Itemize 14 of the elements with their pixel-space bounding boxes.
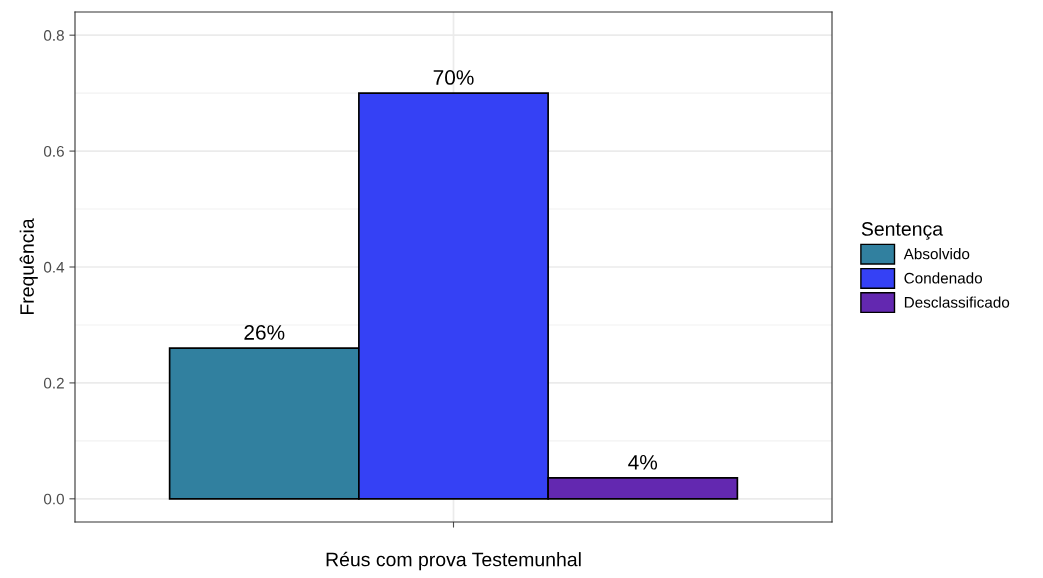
legend-title: Sentença xyxy=(861,222,944,240)
y-tick-label: 0.6 xyxy=(43,145,64,157)
data-label: 70% xyxy=(433,70,474,85)
data-label: 26% xyxy=(244,325,285,340)
legend-label: Absolvido xyxy=(903,248,970,260)
x-axis-title: Réus com prova Testemunhal xyxy=(326,551,581,571)
data-label: 4% xyxy=(628,455,658,470)
y-tick-label: 0.2 xyxy=(43,377,64,389)
y-tick-label: 0.8 xyxy=(43,30,64,41)
legend-label: Desclassificado xyxy=(904,296,1010,308)
y-tick-label: 0.4 xyxy=(43,261,65,273)
y-axis-title: Frequência xyxy=(19,218,38,315)
y-tick-label: 0.0 xyxy=(43,493,64,505)
legend-label: Condenado xyxy=(904,272,983,284)
